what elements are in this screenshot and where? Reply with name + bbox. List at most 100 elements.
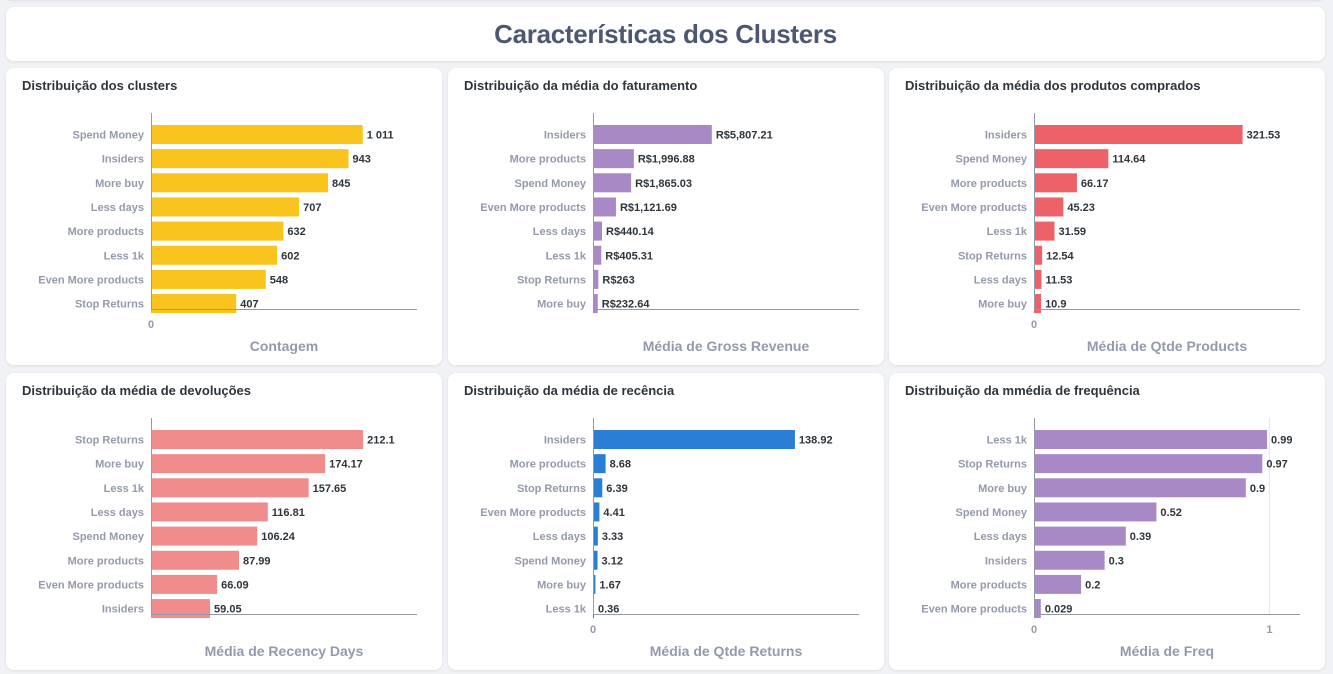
value-label: 0.2 xyxy=(1085,579,1100,591)
bar[interactable] xyxy=(1034,430,1268,449)
category-label: Less days xyxy=(91,507,144,519)
value-label: 8.68 xyxy=(610,459,631,471)
bar[interactable] xyxy=(593,173,632,193)
bar-chart-frequency: Less 1k 0.99 Stop Returns 0.97 More buy 0.9 Sp… xyxy=(921,418,1300,659)
bar[interactable] xyxy=(151,197,300,217)
bar[interactable] xyxy=(1034,502,1157,522)
bar[interactable] xyxy=(151,125,363,144)
bar[interactable] xyxy=(1034,294,1042,314)
bar[interactable] xyxy=(151,173,328,193)
chart-title[interactable]: Distribuição da média do faturamento xyxy=(464,78,698,93)
bar[interactable] xyxy=(593,269,599,289)
chart-title[interactable]: Distribuição da média de recência xyxy=(464,383,675,398)
bar[interactable] xyxy=(593,478,603,498)
bar[interactable] xyxy=(151,269,266,289)
value-label: 138.92 xyxy=(799,435,833,447)
value-label: 66.09 xyxy=(221,579,249,591)
value-label: 212.1 xyxy=(367,435,395,447)
chart-card-returns[interactable]: Distribuição da média de devoluções Stop… xyxy=(6,373,442,670)
bar[interactable] xyxy=(1034,269,1042,289)
bar[interactable] xyxy=(1034,574,1082,594)
category-label: Stop Returns xyxy=(75,435,144,447)
value-label: 707 xyxy=(303,202,321,214)
value-label: 0.9 xyxy=(1250,483,1265,495)
bar[interactable] xyxy=(593,526,598,546)
bar[interactable] xyxy=(1034,550,1105,570)
value-label: R$1,121.69 xyxy=(620,202,677,214)
bar[interactable] xyxy=(593,550,598,570)
value-label: 87.99 xyxy=(243,555,271,567)
category-label: More buy xyxy=(978,483,1028,495)
bar[interactable] xyxy=(593,502,600,522)
value-label: 632 xyxy=(287,226,305,238)
chart-card-clusters[interactable]: Distribuição dos clusters Spend Money 1 0… xyxy=(6,68,442,365)
value-label: 66.17 xyxy=(1081,178,1109,190)
chart-title[interactable]: Distribuição dos clusters xyxy=(22,78,178,93)
bar[interactable] xyxy=(593,454,606,474)
bar[interactable] xyxy=(151,245,278,265)
bar[interactable] xyxy=(151,454,326,474)
category-label: Stop Returns xyxy=(958,459,1027,471)
bar[interactable] xyxy=(1034,173,1077,193)
bar[interactable] xyxy=(1034,125,1243,144)
bar[interactable] xyxy=(593,221,603,241)
bar[interactable] xyxy=(593,149,634,169)
bar[interactable] xyxy=(593,197,616,217)
bar[interactable] xyxy=(1034,245,1043,265)
x-tick-label: 0 xyxy=(1031,624,1037,636)
value-label: 602 xyxy=(281,250,299,262)
bar[interactable] xyxy=(151,550,239,570)
chart-card-revenue[interactable]: Distribuição da média do faturamento Ins… xyxy=(448,68,884,365)
bar[interactable] xyxy=(593,245,602,265)
bar[interactable] xyxy=(1034,454,1263,474)
bar[interactable] xyxy=(593,294,598,314)
category-label: Spend Money xyxy=(955,154,1027,166)
value-label: 0.97 xyxy=(1266,459,1287,471)
bar[interactable] xyxy=(151,599,211,619)
category-label: Even More products xyxy=(480,202,586,214)
bar[interactable] xyxy=(151,294,237,314)
bar[interactable] xyxy=(1034,197,1064,217)
bar[interactable] xyxy=(593,574,596,594)
bar[interactable] xyxy=(1034,599,1041,619)
bar-chart-revenue: Insiders R$5,807.21 More products R$1,996.8… xyxy=(480,113,859,354)
chart-card-recency[interactable]: Distribuição da média de recência Inside… xyxy=(448,373,884,670)
bar[interactable] xyxy=(151,502,268,522)
value-label: 10.9 xyxy=(1045,299,1066,311)
category-label: Less days xyxy=(974,531,1027,543)
value-label: R$232.64 xyxy=(602,299,651,311)
chart-title[interactable]: Distribuição da média dos produtos compr… xyxy=(905,78,1201,93)
bar[interactable] xyxy=(151,221,284,241)
category-label: Less 1k xyxy=(546,250,587,262)
bar[interactable] xyxy=(1034,221,1055,241)
x-tick-label: 0 xyxy=(1031,319,1037,331)
category-label: More buy xyxy=(537,299,587,311)
value-label: 3.33 xyxy=(602,531,623,543)
chart-card-frequency[interactable]: Distribuição da mmédia de frequência Les… xyxy=(889,373,1325,670)
x-axis-title: Média de Gross Revenue xyxy=(643,338,810,354)
bar[interactable] xyxy=(151,574,218,594)
category-label: Spend Money xyxy=(955,507,1027,519)
category-label: Stop Returns xyxy=(517,274,586,286)
category-label: Spend Money xyxy=(514,178,586,190)
x-axis-title: Contagem xyxy=(250,338,318,354)
bar[interactable] xyxy=(1034,149,1109,169)
value-label: 407 xyxy=(240,299,258,311)
chart-title[interactable]: Distribuição da média de devoluções xyxy=(22,383,252,398)
bar[interactable] xyxy=(151,430,364,449)
bar[interactable] xyxy=(593,125,712,144)
bar[interactable] xyxy=(1034,526,1126,546)
bar[interactable] xyxy=(1034,478,1246,498)
bar-chart-products: Insiders 321.53 Spend Money 114.64 More prod… xyxy=(921,113,1300,354)
bar[interactable] xyxy=(151,526,258,546)
category-label: Less days xyxy=(91,202,144,214)
category-label: More buy xyxy=(978,299,1028,311)
category-label: Less 1k xyxy=(104,483,145,495)
bar[interactable] xyxy=(593,430,795,449)
chart-card-products[interactable]: Distribuição da média dos produtos compr… xyxy=(889,68,1325,365)
x-axis-title: Média de Freq xyxy=(1120,643,1214,659)
value-label: 31.59 xyxy=(1058,226,1086,238)
bar[interactable] xyxy=(151,149,349,169)
chart-title[interactable]: Distribuição da mmédia de frequência xyxy=(905,383,1140,398)
bar[interactable] xyxy=(151,478,309,498)
